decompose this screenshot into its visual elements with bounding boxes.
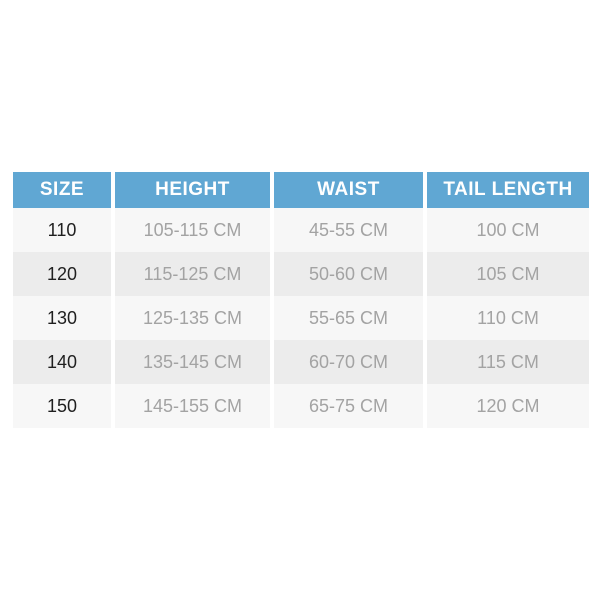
- cell-size: 110: [13, 208, 111, 252]
- cell-height: 125-135 CM: [115, 296, 270, 340]
- column-header-waist: WAIST: [274, 172, 423, 208]
- cell-size: 140: [13, 340, 111, 384]
- cell-size: 120: [13, 252, 111, 296]
- cell-tail-length: 100 CM: [427, 208, 589, 252]
- cell-height: 105-115 CM: [115, 208, 270, 252]
- cell-size: 150: [13, 384, 111, 428]
- cell-waist: 50-60 CM: [274, 252, 423, 296]
- cell-tail-length: 105 CM: [427, 252, 589, 296]
- cell-tail-length: 115 CM: [427, 340, 589, 384]
- cell-height: 115-125 CM: [115, 252, 270, 296]
- cell-waist: 60-70 CM: [274, 340, 423, 384]
- cell-height: 135-145 CM: [115, 340, 270, 384]
- cell-waist: 65-75 CM: [274, 384, 423, 428]
- column-header-size: SIZE: [13, 172, 111, 208]
- cell-size: 130: [13, 296, 111, 340]
- size-chart-grid: SIZE HEIGHT WAIST TAIL LENGTH 110 105-11…: [13, 172, 589, 428]
- cell-waist: 55-65 CM: [274, 296, 423, 340]
- cell-tail-length: 110 CM: [427, 296, 589, 340]
- cell-height: 145-155 CM: [115, 384, 270, 428]
- column-header-height: HEIGHT: [115, 172, 270, 208]
- cell-tail-length: 120 CM: [427, 384, 589, 428]
- size-chart-table: SIZE HEIGHT WAIST TAIL LENGTH 110 105-11…: [13, 172, 589, 428]
- cell-waist: 45-55 CM: [274, 208, 423, 252]
- column-header-tail-length: TAIL LENGTH: [427, 172, 589, 208]
